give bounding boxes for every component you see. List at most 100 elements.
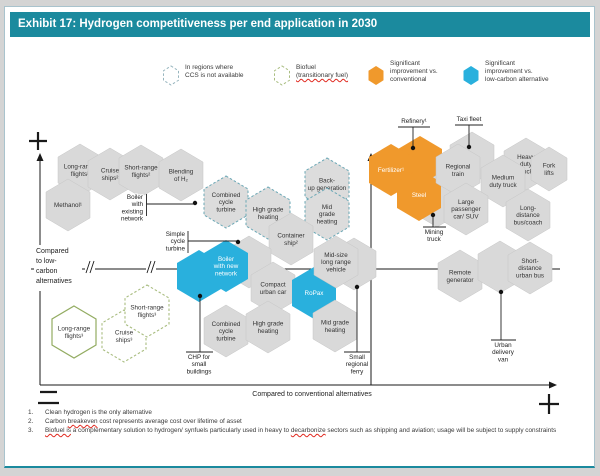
axis-break-slash-icon — [85, 260, 91, 274]
x-axis-label: Compared to conventional alternatives — [252, 391, 372, 398]
hexagon-shape-mid-grade-heating-top — [304, 187, 350, 241]
hexagon-shape-large-passenger-car-suv — [443, 182, 489, 236]
hexagon-shape-short-range-flights-h2 — [118, 144, 164, 198]
legend-label: Significant improvement vs. conventional — [390, 60, 438, 84]
hexagon-label-fertilizer: Fertilizer¹ — [378, 167, 404, 174]
y-axis-label-bg — [34, 245, 82, 291]
hexagon-short-range-flights-bio: Short-range flights³ — [124, 284, 170, 338]
footnote-number: 1. — [28, 409, 34, 416]
hexagon-container-ship: Container ship² — [268, 212, 314, 266]
footnote-number: 2. — [28, 418, 34, 425]
hexagon-fork-lifts: Fork lifts — [530, 146, 568, 192]
hexagon-shape-boiler-with-new-network — [204, 240, 248, 292]
hexagon-label-short-range-flights-bio: Short-range flights³ — [130, 305, 164, 319]
y-axis-arrow-icon — [36, 153, 44, 161]
footnote-2: 2. Carbon breakeven cost represents avera… — [28, 417, 584, 426]
hexagon-mid-size-long-range-vehicle: Mid-size long range vehicle — [313, 235, 359, 289]
hexagon-label-high-grade-heating-top: High grade heating — [253, 207, 284, 221]
callout-label-simple-cycle-turbine: Simple cycle turbine — [166, 231, 186, 252]
callout-small-regional-ferry: Small regional ferry — [344, 284, 370, 376]
callout-label-small-regional-ferry: Small regional ferry — [346, 354, 368, 375]
hexagon-long-distance-bus-coach: Long-distance bus/coach — [505, 188, 551, 242]
callout-simple-cycle-turbine: Simple cycle turbine — [165, 230, 241, 253]
hexagon-label-methanol: Methanol¹ — [54, 202, 82, 209]
hexagon-shape-long-distance-bus-coach — [505, 188, 551, 242]
y-axis-label: Compared to low-carbon alternatives — [36, 248, 72, 285]
hexagon-label-steel: Steel — [412, 192, 426, 199]
callout-taxi-fleet: Taxi fleet — [455, 115, 483, 150]
callout-label-mining-truck: Mining truck — [425, 229, 444, 243]
legend-hexagon-shape — [368, 66, 384, 85]
hexagon-medium-duty-truck: Medium duty truck — [480, 154, 526, 208]
callout-dot-taxi-fleet — [466, 144, 472, 150]
axis-break-1 — [146, 264, 156, 274]
hexagon-label-combined-cycle-turbine-top: Combined cycle turbine — [212, 192, 241, 213]
legend-hexagon-shape — [163, 65, 179, 86]
hexagon-shape-steel — [397, 169, 441, 221]
axis-break-slash-icon — [89, 260, 95, 274]
legend-hexagon-icon — [274, 65, 290, 86]
hexagon-label-combined-cycle-turbine-bottom: Combined cycle turbine — [212, 321, 241, 342]
axis-break-slash-icon — [150, 260, 156, 274]
hexagon-short-range-flights-h2: Short-range flights² — [118, 144, 164, 198]
hexagon-shape-short-range-flights-bio — [124, 284, 170, 338]
hexagon-label-short-distance-urban-bus: Short-distance urban bus — [516, 258, 544, 279]
hexagon-remote-generator: Remote generator — [437, 249, 483, 303]
hexagon-label-blending-of-h2: Blending of H₂ — [169, 169, 194, 183]
legend-item-biofuel-transitionary: Biofuel (transitionary fuel) — [273, 64, 348, 86]
hexagon-label-fork-lifts: Fork lifts — [543, 163, 556, 177]
hexagon-shape-methanol — [45, 178, 91, 232]
hexagon-blending-of-h2: Blending of H₂ — [158, 148, 204, 202]
callout-mining-truck: Mining truck — [423, 212, 446, 244]
hexagon-label-cruise-ships-bio: Cruise ships³ — [115, 330, 134, 344]
legend-item-ccs-not-available: In regions where CCS is not available — [162, 64, 244, 86]
x-axis-arrow-icon — [549, 381, 557, 389]
hexagon-label-mid-size-long-range-vehicle: Mid-size long range vehicle — [321, 252, 351, 273]
callout-dot-mining-truck — [430, 212, 436, 218]
hexagon-label-short-range-flights-h2: Short-range flights² — [124, 165, 158, 179]
hexagon-label-mid-grade-heating-top: Mid grade heating — [317, 204, 338, 225]
hexagon-combined-cycle-turbine-bottom: Combined cycle turbine — [203, 304, 249, 358]
legend-hexagon-icon — [368, 66, 384, 85]
hexagon-label-large-passenger-car-suv: Large passenger car/ SUV — [451, 199, 480, 220]
footnote-text: Biofuel is a complementary solution to h… — [45, 427, 557, 434]
legend-label: Significant improvement vs. low-carbon alt… — [485, 60, 549, 84]
hexagon-methanol: Methanol¹ — [45, 178, 91, 232]
callout-label-refinery: Refinery¹ — [401, 118, 427, 125]
legend-hexagon-shape — [463, 66, 479, 85]
legend-hexagon-shape — [274, 65, 290, 86]
hexagon-label-long-distance-bus-coach: Long-distance bus/coach — [514, 205, 543, 226]
callout-urban-delivery-van: Urban delivery van — [491, 289, 516, 364]
callout-boiler-existing-network: Boiler with existing network — [120, 193, 198, 224]
hexagon-shape-container-ship — [268, 212, 314, 266]
callout-refinery: Refinery¹ — [398, 117, 430, 151]
hexagon-label-cruise-ships-h2: Cruise ships² — [101, 168, 120, 182]
hexagon-label-long-range-flights-h2: Long-range flights² — [64, 164, 97, 178]
callout-label-chp-small-buildings: CHP for small buildings — [187, 354, 212, 375]
hexagon-label-boiler-with-new-network: Boiler with new network — [213, 256, 239, 277]
hexagon-large-passenger-car-suv: Large passenger car/ SUV — [443, 182, 489, 236]
legend-item-improvement-vs-low-carbon: Significant improvement vs. low-carbon alt… — [462, 60, 549, 86]
hexagon-label-high-grade-heating-bottom: High grade heating — [253, 321, 284, 335]
footnote-3: 3. Biofuel is a complementary solution to… — [28, 426, 584, 435]
axis-break-slash-icon — [146, 260, 152, 274]
axis-break-0 — [85, 264, 95, 274]
callout-label-urban-delivery-van: Urban delivery van — [492, 342, 515, 363]
callout-chp-small-buildings: CHP for small buildings — [185, 293, 213, 376]
hexagon-label-ropax: RoPax — [305, 290, 325, 297]
hexagon-label-heavy-duty-truck: Heavy duty truck — [517, 154, 536, 175]
hexagon-shape-long-range-flights-bio — [51, 305, 97, 359]
title-bar: Exhibit 17: Hydrogen competitiveness per… — [10, 12, 590, 37]
hexagon-boiler-with-new-network: Boiler with new network — [204, 240, 248, 292]
footnote-text: Clean hydrogen is the only alternative — [45, 409, 152, 416]
page-title: Exhibit 17: Hydrogen competitiveness per… — [18, 18, 378, 30]
callout-dot-refinery — [410, 145, 416, 151]
hexagon-combined-cycle-turbine-top: Combined cycle turbine — [203, 175, 249, 229]
callout-dot-chp-small-buildings — [197, 293, 203, 299]
hexagon-label-compact-urban-car: Compact urban car — [260, 282, 287, 296]
hexagon-shape-fork-lifts — [530, 146, 568, 192]
hexagon-label-medium-duty-truck: Medium duty truck — [489, 175, 517, 189]
hexagon-shape-medium-duty-truck — [480, 154, 526, 208]
hexagon-shape-mid-size-long-range-vehicle — [313, 235, 359, 289]
